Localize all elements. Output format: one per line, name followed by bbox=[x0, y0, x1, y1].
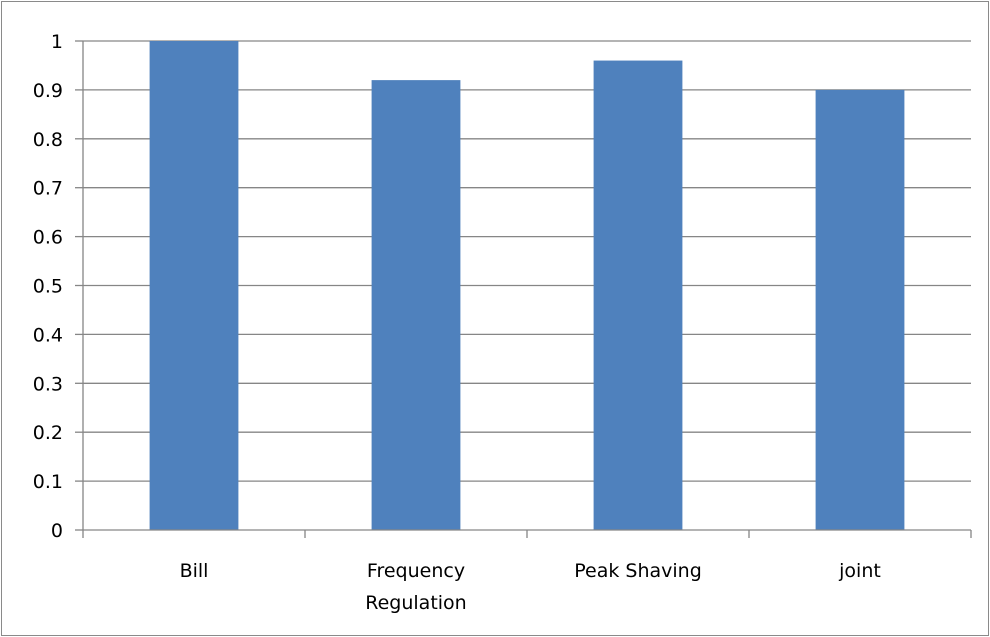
y-tick-label: 0.7 bbox=[33, 178, 63, 200]
x-category-label: Regulation bbox=[365, 592, 466, 614]
y-tick-label: 1 bbox=[51, 31, 63, 53]
x-category-label: Frequency bbox=[367, 560, 465, 582]
y-tick-label: 0.1 bbox=[33, 471, 63, 493]
x-category-label: Peak Shaving bbox=[574, 560, 702, 582]
bar bbox=[371, 80, 461, 531]
axes bbox=[75, 40, 972, 538]
y-tick-label: 0 bbox=[51, 520, 63, 542]
bar bbox=[815, 89, 905, 531]
labels: 0 0.1 0.2 0.3 0.4 0.5 0.6 0.7 0.8 0.9 1 Bill Frequen… bbox=[33, 31, 881, 614]
x-category-label: joint bbox=[838, 560, 881, 582]
y-tick-label: 0.6 bbox=[33, 227, 63, 249]
y-tick-label: 0.2 bbox=[33, 422, 63, 444]
bars bbox=[149, 41, 905, 531]
y-tick-label: 0.4 bbox=[33, 324, 63, 346]
y-tick-label: 0.3 bbox=[33, 373, 63, 395]
bar bbox=[593, 60, 683, 531]
x-category-label: Bill bbox=[180, 560, 209, 582]
y-tick-label: 0.9 bbox=[33, 80, 63, 102]
bar bbox=[149, 41, 239, 530]
y-tick-label: 0.5 bbox=[33, 276, 63, 298]
y-tick-label: 0.8 bbox=[33, 129, 63, 151]
